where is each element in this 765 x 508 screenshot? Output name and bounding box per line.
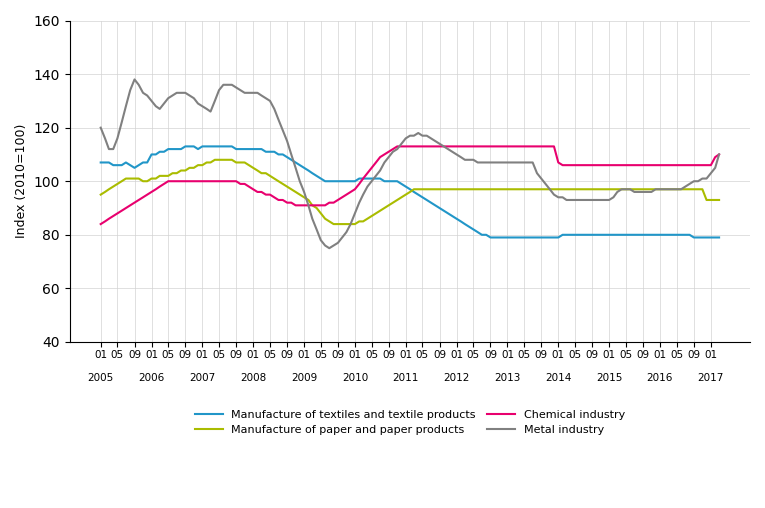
Text: 2016: 2016 <box>646 372 673 383</box>
Line: Manufacture of paper and paper products: Manufacture of paper and paper products <box>101 160 719 224</box>
Y-axis label: Index (2010=100): Index (2010=100) <box>15 124 28 238</box>
Text: 2017: 2017 <box>698 372 724 383</box>
Line: Metal industry: Metal industry <box>101 79 719 248</box>
Text: 2013: 2013 <box>494 372 521 383</box>
Text: 2010: 2010 <box>342 372 368 383</box>
Line: Manufacture of textiles and textile products: Manufacture of textiles and textile prod… <box>101 146 719 237</box>
Text: 2007: 2007 <box>189 372 216 383</box>
Line: Chemical industry: Chemical industry <box>101 146 719 224</box>
Text: 2012: 2012 <box>444 372 470 383</box>
Text: 2009: 2009 <box>291 372 317 383</box>
Text: 2005: 2005 <box>87 372 114 383</box>
Text: 2011: 2011 <box>392 372 419 383</box>
Text: 2015: 2015 <box>596 372 622 383</box>
Legend: Manufacture of textiles and textile products, Manufacture of paper and paper pro: Manufacture of textiles and textile prod… <box>190 405 630 440</box>
Text: 2014: 2014 <box>545 372 571 383</box>
Text: 2008: 2008 <box>240 372 266 383</box>
Text: 2006: 2006 <box>138 372 164 383</box>
